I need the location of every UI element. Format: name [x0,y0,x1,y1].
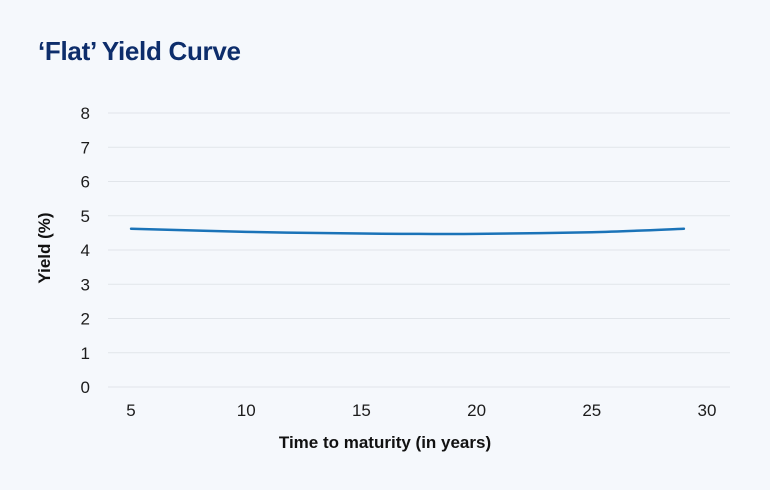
y-tick-labels: 0 1 2 3 4 5 6 7 8 [81,104,90,397]
y-tick-label: 3 [81,275,90,294]
x-axis-label: Time to maturity (in years) [279,433,491,452]
x-tick-label: 5 [126,401,135,420]
grid-lines [108,112,730,388]
x-tick-label: 10 [237,401,256,420]
x-tick-label: 25 [582,401,601,420]
y-tick-label: 0 [81,378,90,397]
y-tick-label: 6 [81,173,90,192]
y-tick-label: 8 [81,104,90,123]
y-tick-label: 5 [81,207,90,226]
y-axis-label: Yield (%) [35,212,54,283]
yield-line [129,227,686,236]
x-tick-label: 15 [352,401,371,420]
y-tick-label: 4 [81,241,90,260]
x-tick-label: 20 [467,401,486,420]
x-tick-label: 30 [698,401,717,420]
y-tick-label: 1 [81,344,90,363]
y-tick-label: 7 [81,138,90,157]
chart-title: ‘Flat’ Yield Curve [38,36,241,66]
x-tick-labels: 5 10 15 20 25 30 [126,401,716,420]
y-tick-label: 2 [81,310,90,329]
